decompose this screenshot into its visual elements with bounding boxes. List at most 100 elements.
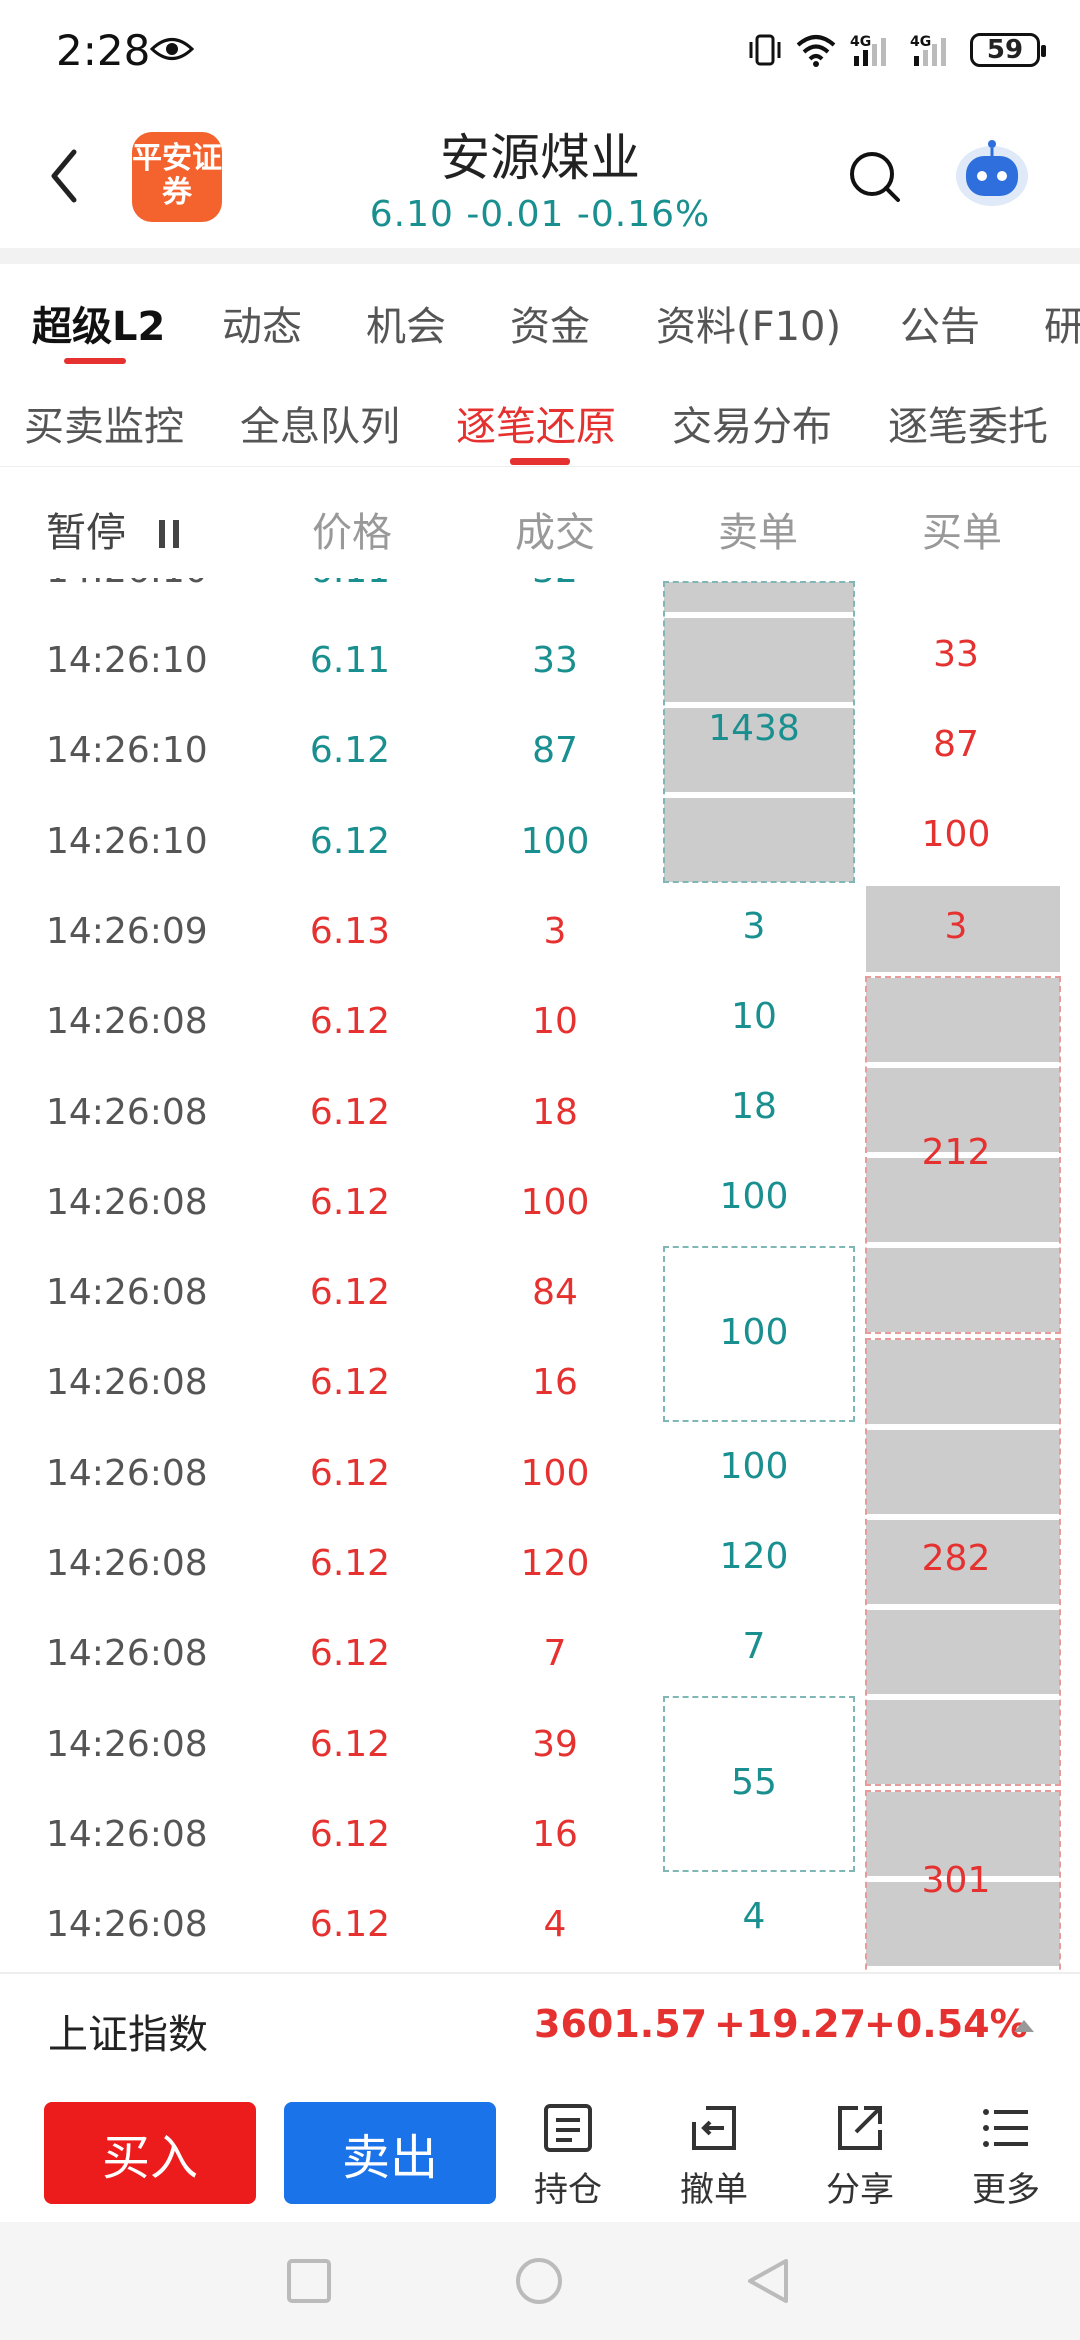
share-button[interactable]: 分享 [810,2102,910,2212]
table-row-time: 14:26:08 [46,1724,208,1765]
svg-text:4G: 4G [850,34,871,50]
table-row-volume: 3 [543,911,567,952]
tab-f10[interactable]: 资料(F10) [656,304,842,350]
table-row-price: 6.12 [309,1633,391,1674]
robot-assistant-icon[interactable] [952,136,1032,212]
eye-icon [150,38,194,60]
more-label: 更多 [972,2170,1040,2210]
tab-capital[interactable]: 资金 [510,304,590,350]
home-icon[interactable] [514,2256,564,2306]
table-row-volume: 7 [543,1633,567,1674]
pause-button[interactable]: 暂停 [46,500,179,558]
table-row-volume: 100 [520,1453,590,1494]
tick-table[interactable]: 14:26:10 6.11 32 14:26:106.113314:26:106… [0,578,1080,1972]
table-row-time: 14:26:08 [46,1001,208,1042]
buy-block-bar [866,1158,1060,1242]
column-header: 暂停 价格 成交 卖单 买单 [0,468,1080,578]
sell-order-value: 100 [719,1176,789,1217]
table-row-volume: 16 [532,1814,578,1855]
table-row-price: 6.12 [309,730,391,771]
tab-underline [64,358,126,364]
table-row-volume: 18 [532,1092,578,1133]
sell-order-value: 1438 [708,708,800,749]
table-row-time: 14:26:10 [46,578,208,591]
sell-merged-group [663,1246,855,1422]
search-icon[interactable] [846,148,902,204]
table-row-time: 14:26:08 [46,1362,208,1403]
buy-block-bar [866,1700,1060,1784]
position-label: 持仓 [534,2170,602,2210]
buy-order-value: 33 [933,634,979,675]
buy-block-bar [866,978,1060,1062]
sell-order-value: 100 [719,1312,789,1353]
table-row-time: 14:26:08 [46,1453,208,1494]
column-sell-order: 卖单 [718,510,798,556]
buy-order-value: 3 [944,906,968,947]
subtab-tick-restore[interactable]: 逐笔还原 [456,404,616,450]
sell-order-value: 3 [742,906,766,947]
table-row-price: 6.12 [309,1362,391,1403]
table-row-time: 14:26:10 [46,821,208,862]
subtab-tick-orders[interactable]: 逐笔委托 [888,404,1048,450]
buy-order-value: 301 [921,1860,991,1901]
table-row-price: 6.12 [309,1724,391,1765]
index-ticker[interactable]: 上证指数 3601.57 +19.27 +0.54% [0,1972,1080,2082]
table-row-time: 14:26:08 [46,1543,208,1584]
table-row-volume: 33 [532,640,578,681]
buy-merged-group [865,1338,1061,1786]
table-row-time: 14:26:10 [46,640,208,681]
pause-icon [158,520,179,548]
position-button[interactable]: 持仓 [518,2102,618,2212]
table-row-price: 6.13 [309,911,391,952]
tab-super-l2[interactable]: 超级L2 [32,304,166,350]
caret-up-icon[interactable] [1014,2020,1034,2032]
buy-order-value: 212 [921,1132,991,1173]
tab-announcement[interactable]: 公告 [900,304,980,350]
buy-order-value: 87 [933,724,979,765]
subtab-trade-distribution[interactable]: 交易分布 [672,404,832,450]
document-icon [544,2104,592,2152]
stock-header: 平安证券 安源煤业 6.10 -0.01 -0.16% [0,100,1080,248]
table-row-price: 6.12 [309,1272,391,1313]
index-change: +19.27 [714,2002,867,2046]
table-row-price: 6.12 [309,1543,391,1584]
buy-order-value: 100 [921,814,991,855]
table-row-volume: 120 [520,1543,590,1584]
table-row-time: 14:26:08 [46,1272,208,1313]
buy-order-value: 282 [921,1538,991,1579]
sell-block-bar [664,798,854,882]
table-row-time: 14:26:09 [46,911,208,952]
table-row-price: 6.12 [309,1453,391,1494]
undo-order-icon [692,2106,736,2150]
table-row-price: 6.12 [309,1001,391,1042]
stock-name: 安源煤业 [440,129,640,187]
tab-research[interactable]: 研 [1044,304,1080,350]
buy-block-bar [866,1248,1060,1332]
column-buy-order: 买单 [922,510,1002,556]
sell-block-bar [664,708,854,792]
subtab-trade-monitor[interactable]: 买卖监控 [24,404,184,450]
table-row-price: 6.12 [309,821,391,862]
tab-dynamics[interactable]: 动态 [222,304,302,350]
table-row-price: 6.11 [309,640,391,681]
cancel-order-button[interactable]: 撤单 [664,2102,764,2212]
more-button[interactable]: 更多 [956,2102,1056,2212]
column-price: 价格 [312,510,392,556]
index-name: 上证指数 [48,2012,208,2058]
table-row-price: 6.11 [250,578,450,591]
back-icon[interactable] [40,146,96,206]
subtab-queue[interactable]: 全息队列 [240,404,400,450]
table-row-volume: 4 [543,1904,567,1945]
tab-opportunity[interactable]: 机会 [366,304,446,350]
broker-logo[interactable]: 平安证券 [132,132,222,222]
buy-block-bar [866,1882,1060,1966]
buy-block-bar [866,1610,1060,1694]
table-row-time: 14:26:10 [46,730,208,771]
recents-icon[interactable] [286,2258,332,2304]
buy-button[interactable]: 买入 [44,2102,256,2204]
index-percent: +0.54% [864,2002,1028,2046]
sell-button[interactable]: 卖出 [284,2102,496,2204]
sell-block-bar [664,582,854,612]
table-row-volume: 39 [532,1724,578,1765]
back-nav-icon[interactable] [744,2256,794,2306]
